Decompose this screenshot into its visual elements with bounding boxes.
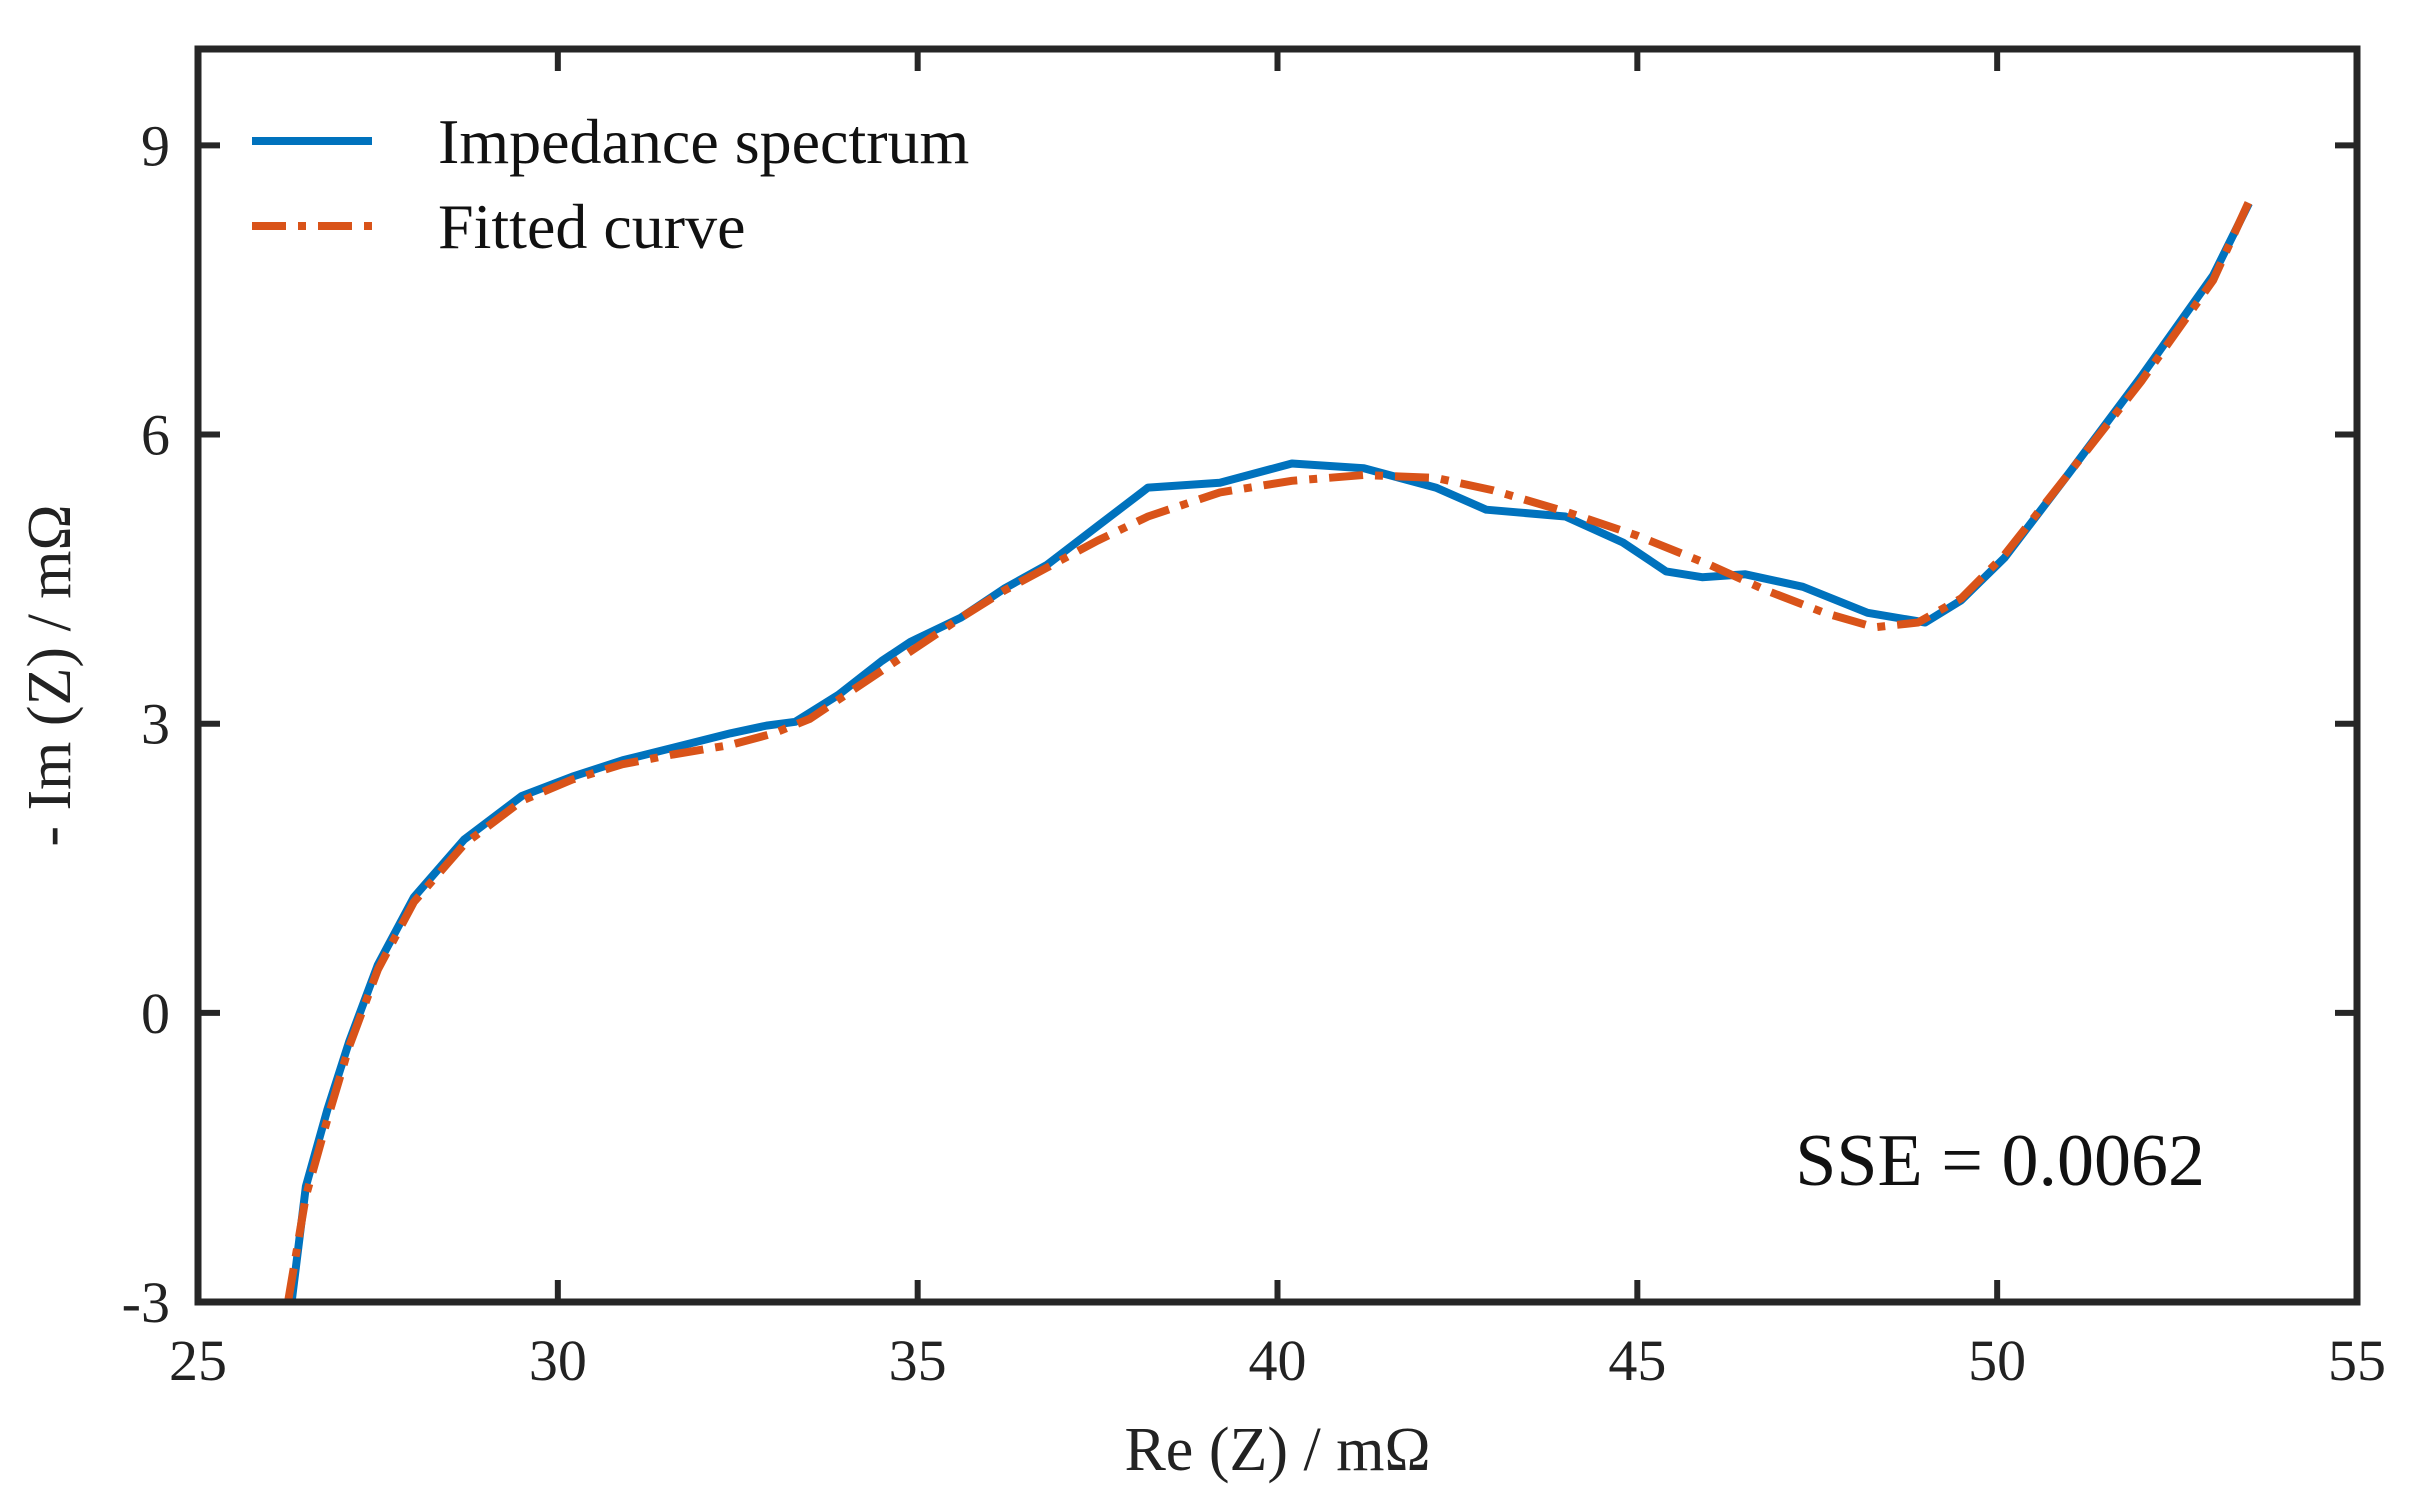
x-tick-label: 35 <box>889 1328 947 1393</box>
y-axis-ticks: -3 0 3 6 9 <box>122 113 2357 1335</box>
x-tick-label: 40 <box>1249 1328 1307 1393</box>
y-tick-label: 0 <box>141 981 170 1046</box>
y-axis-label: - Im (Z) / mΩ <box>16 504 84 846</box>
x-axis-label: Re (Z) / mΩ <box>1124 1416 1430 1484</box>
legend: Impedance spectrum Fitted curve <box>252 106 969 262</box>
x-tick-label: 30 <box>529 1328 587 1393</box>
sse-annotation: SSE = 0.0062 <box>1795 1120 2205 1202</box>
x-tick-label: 45 <box>1608 1328 1666 1393</box>
x-tick-label: 50 <box>1968 1328 2026 1393</box>
plot-area: 25 30 35 40 45 50 55 -3 0 3 6 9 <box>122 45 2386 1393</box>
x-tick-label: 55 <box>2328 1328 2386 1393</box>
series-layer <box>284 199 2253 1303</box>
y-tick-label: 9 <box>141 113 170 178</box>
legend-label-fitted-curve: Fitted curve <box>438 191 745 262</box>
series-line-fitted-curve <box>284 199 2253 1303</box>
y-tick-label: 6 <box>141 403 170 468</box>
y-tick-label: -3 <box>122 1270 170 1335</box>
y-tick-label: 3 <box>141 692 170 757</box>
x-tick-label: 25 <box>169 1328 227 1393</box>
legend-label-impedance-spectrum: Impedance spectrum <box>438 106 969 177</box>
x-axis-ticks: 25 30 35 40 45 50 55 <box>169 49 2386 1393</box>
